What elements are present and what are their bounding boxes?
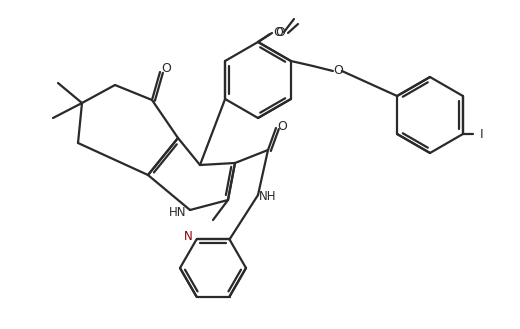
Text: O: O [161, 62, 171, 74]
Text: O: O [277, 119, 287, 133]
Text: O: O [275, 27, 285, 39]
Text: I: I [480, 128, 484, 140]
Text: O: O [333, 64, 343, 78]
Text: N: N [184, 230, 193, 243]
Text: NH: NH [259, 190, 277, 204]
Text: O: O [273, 26, 283, 38]
Text: HN: HN [169, 206, 187, 218]
